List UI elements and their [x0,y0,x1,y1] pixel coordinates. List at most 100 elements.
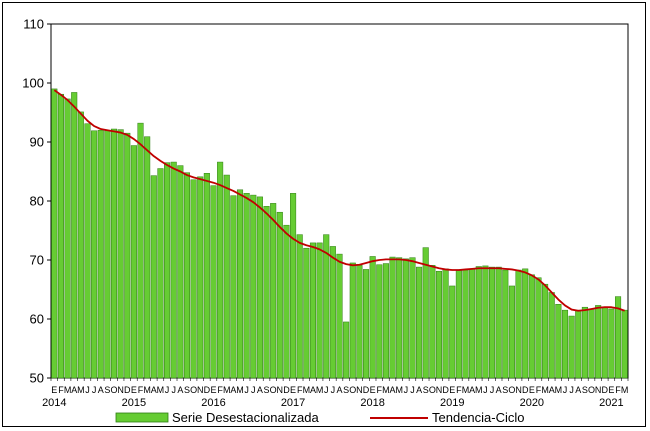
month-tick-label: D [522,385,529,395]
bar [104,130,111,379]
bar [336,253,343,379]
bar [548,292,555,379]
month-tick-label: M [541,385,549,395]
month-tick-label: D [442,385,449,395]
month-tick-label: M [382,385,390,395]
month-tick-label: F [456,385,462,395]
bar [124,132,131,379]
y-tick-label: 50 [30,371,44,386]
month-tick-label: A [575,385,581,395]
month-tick-label: M [64,385,72,395]
bar [449,285,456,379]
bar [316,242,323,379]
bar [243,193,250,379]
month-tick-label: M [157,385,165,395]
year-tick-label: 2016 [201,397,225,409]
year-tick-label: 2014 [42,397,66,409]
bar [508,285,515,379]
bar [309,242,317,379]
bar [329,246,336,379]
month-tick-label: E [370,385,376,395]
bar [535,277,542,379]
bar [495,266,502,379]
month-tick-label: D [124,385,131,395]
month-tick-label: M [236,385,244,395]
bar [203,173,210,379]
month-tick-label: F [58,385,64,395]
bar [223,174,230,379]
month-tick-label: M [223,385,231,395]
month-tick-label: A [257,385,263,395]
month-tick-label: J [563,385,568,395]
month-tick-label: S [343,385,349,395]
month-tick-label: J [244,385,249,395]
month-tick-label: E [449,385,455,395]
month-tick-label: A [177,385,183,395]
month-tick-label: J [490,385,495,395]
bar [51,88,58,379]
year-tick-label: 2020 [520,397,544,409]
month-tick-label: S [104,385,110,395]
bar [144,136,151,379]
month-tick-label: F [377,385,383,395]
bar [621,309,628,379]
bar [84,123,91,379]
bar [230,195,237,379]
month-tick-label: D [204,385,211,395]
bar [376,264,383,379]
bar [382,263,389,379]
bar [362,269,370,379]
trend-line-group [53,89,625,312]
month-tick-label: N [436,385,443,395]
bar [608,308,615,379]
month-tick-label: A [469,385,475,395]
bar [528,274,535,379]
bars-group [51,88,628,379]
bar [130,145,137,379]
bar [482,265,489,379]
bar [561,309,569,379]
month-tick-label: J [410,385,415,395]
month-tick-label: S [264,385,270,395]
bar [290,193,297,379]
month-tick-label: M [395,385,403,395]
month-tick-label: J [404,385,409,395]
bar [110,128,118,379]
bar [164,162,171,379]
bar [581,306,588,379]
month-tick-label: O [111,385,118,395]
month-tick-label: N [277,385,284,395]
month-tick-label: E [131,385,137,395]
month-tick-label: N [515,385,522,395]
month-tick-label: J [324,385,329,395]
legend-label-tendencia: Tendencia-Ciclo [432,410,525,425]
bar [515,269,522,379]
bar [435,270,443,379]
month-tick-label: A [390,385,396,395]
bar [343,321,350,379]
bar [283,224,290,379]
year-tick-label: 2017 [281,397,305,409]
month-tick-label: J [92,385,97,395]
bar [276,211,283,379]
month-tick-label: A [336,385,342,395]
bar [575,309,582,379]
bar [296,234,303,379]
month-tick-label: E [290,385,296,395]
bar [522,268,529,379]
month-tick-label: J [85,385,90,395]
y-tick-label: 80 [30,194,44,209]
year-tick-label: 2019 [440,397,464,409]
bar [369,256,376,379]
month-tick-label: F [615,385,621,395]
month-tick-label: E [210,385,216,395]
month-tick-label: J [483,385,488,395]
bar [595,305,602,379]
month-tick-label: N [117,385,124,395]
month-tick-label: J [171,385,176,395]
bar [270,203,277,379]
month-tick-label: D [283,385,290,395]
year-tick-label: 2015 [122,397,146,409]
month-tick-label: M [77,385,85,395]
bar [389,256,396,379]
